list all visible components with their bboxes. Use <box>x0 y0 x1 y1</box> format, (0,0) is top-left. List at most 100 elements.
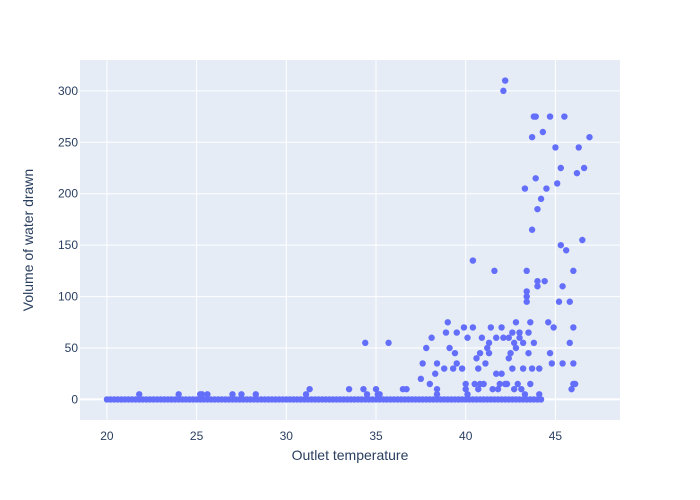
data-point <box>345 385 353 393</box>
x-tick-label: 25 <box>190 429 204 443</box>
data-point <box>475 385 482 393</box>
data-point <box>555 298 563 305</box>
data-point <box>480 380 487 388</box>
data-point <box>238 391 245 398</box>
data-point <box>464 391 471 398</box>
data-point <box>507 349 514 357</box>
data-point <box>360 385 367 393</box>
data-point <box>491 267 498 275</box>
data-point <box>516 334 523 341</box>
data-point <box>514 380 521 388</box>
data-point <box>532 175 539 182</box>
x-tick-label: 40 <box>459 429 473 443</box>
data-point <box>570 324 577 331</box>
data-point <box>537 396 545 403</box>
data-point <box>302 391 310 398</box>
data-point <box>473 355 480 362</box>
data-point <box>485 349 493 357</box>
x-tick-label: 35 <box>369 429 383 443</box>
data-point <box>363 391 371 398</box>
data-point <box>419 360 426 367</box>
data-point <box>204 391 211 398</box>
data-point <box>580 164 588 172</box>
data-point <box>471 380 478 388</box>
data-point <box>554 180 561 187</box>
data-point <box>575 144 582 151</box>
data-point <box>519 365 527 372</box>
data-point <box>509 365 516 372</box>
data-point <box>562 247 570 254</box>
data-point <box>528 226 536 233</box>
data-point <box>510 339 518 347</box>
data-point <box>568 385 575 393</box>
data-point <box>444 319 451 326</box>
data-point <box>252 391 260 398</box>
data-point <box>198 391 206 398</box>
data-point <box>449 365 457 372</box>
data-point <box>579 236 586 244</box>
data-point <box>525 329 532 336</box>
data-point <box>428 334 435 341</box>
plot-area <box>80 60 620 420</box>
y-tick-label: 50 <box>65 341 79 355</box>
data-points <box>103 77 593 403</box>
data-point <box>451 349 459 357</box>
data-point <box>523 267 530 275</box>
data-point <box>523 298 530 305</box>
data-point <box>512 344 520 352</box>
data-point <box>534 277 541 285</box>
data-point <box>460 324 468 331</box>
data-point <box>175 391 182 398</box>
data-point <box>136 391 143 398</box>
data-point <box>530 339 538 347</box>
data-point <box>503 380 511 388</box>
data-point <box>525 349 532 357</box>
data-point <box>493 334 500 341</box>
data-point <box>385 339 392 347</box>
data-point <box>484 344 491 352</box>
data-point <box>559 360 566 367</box>
data-point <box>557 164 564 172</box>
data-point <box>446 344 453 352</box>
data-point <box>521 185 529 192</box>
x-tick-label: 30 <box>280 429 294 443</box>
data-point <box>476 349 484 357</box>
x-tick-label: 45 <box>549 429 563 443</box>
data-point <box>433 385 441 393</box>
data-point <box>362 339 369 347</box>
data-point <box>534 205 541 213</box>
data-point <box>518 385 525 393</box>
data-point <box>523 288 530 295</box>
data-point <box>498 324 505 331</box>
data-point <box>545 319 552 326</box>
y-tick-label: 150 <box>58 238 78 252</box>
data-point <box>527 380 534 388</box>
x-axis-title: Outlet temperature <box>292 447 409 463</box>
data-point <box>493 370 500 377</box>
data-point <box>527 319 534 326</box>
data-point <box>426 380 434 388</box>
data-point <box>561 113 568 120</box>
data-point <box>550 324 557 331</box>
data-point <box>559 283 566 290</box>
data-point <box>469 324 477 331</box>
data-point <box>453 360 460 367</box>
data-point <box>487 324 495 331</box>
data-point <box>570 267 577 275</box>
data-point <box>500 87 507 95</box>
data-point <box>539 128 547 136</box>
data-point <box>505 355 512 362</box>
data-point <box>464 334 471 341</box>
y-tick-label: 250 <box>58 135 78 149</box>
data-point <box>440 365 448 372</box>
data-point <box>433 360 441 367</box>
data-point <box>586 133 593 141</box>
y-tick-label: 200 <box>58 187 78 201</box>
data-point <box>482 360 489 367</box>
data-point <box>528 133 536 141</box>
data-point <box>557 241 564 249</box>
data-point <box>505 334 512 341</box>
data-point <box>496 380 504 388</box>
data-point <box>469 257 477 264</box>
